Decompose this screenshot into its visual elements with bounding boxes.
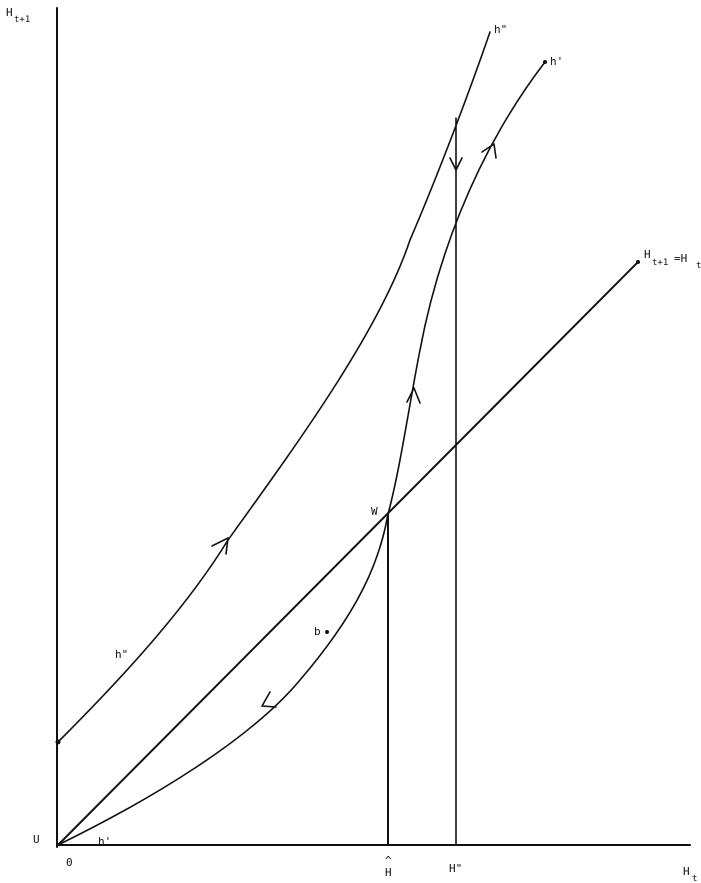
x-axis-label: H <box>683 865 690 878</box>
h-double-prime-label-left: h" <box>115 648 128 661</box>
h-prime-curve <box>57 61 546 846</box>
h-hat-mark: ^ <box>385 854 392 867</box>
diagonal-label-sub2: t <box>696 261 701 271</box>
h-double-prime-curve <box>57 31 491 743</box>
point-u-label: U <box>33 833 40 846</box>
point-b-label: b <box>314 625 321 638</box>
point-w-label: W <box>371 505 378 518</box>
h-prime-end-dot <box>543 60 547 64</box>
arrow-icon-h-prime-middle <box>406 387 421 404</box>
arrow-icon-h-prime-upper <box>481 143 497 159</box>
h-prime-label-top: h' <box>550 55 563 68</box>
y-axis-label: H <box>6 6 13 19</box>
h-double-prime-tick-label: H" <box>449 862 462 875</box>
h-double-prime-label-top: h" <box>494 23 507 36</box>
y-axis-label-subscript: t+1 <box>14 15 30 25</box>
origin-label: 0 <box>66 856 73 869</box>
arrow-icon-h-double-prime <box>211 537 229 555</box>
h-hat-label: H <box>385 866 392 879</box>
point-b-dot <box>325 630 329 634</box>
h-prime-label-bottom: h' <box>98 835 111 848</box>
diagonal-label-eq: =H <box>674 252 687 265</box>
arrow-icon-h-prime-lower <box>261 691 277 708</box>
diagonal-line <box>57 261 639 846</box>
diagonal-label-sub1: t+1 <box>652 258 668 268</box>
x-axis-label-subscript: t <box>692 874 697 883</box>
h-double-prime-start-dot <box>55 739 61 745</box>
arrow-icon-down <box>449 157 463 171</box>
diagonal-label: H <box>644 248 651 261</box>
diagonal-end-dot <box>636 260 640 264</box>
